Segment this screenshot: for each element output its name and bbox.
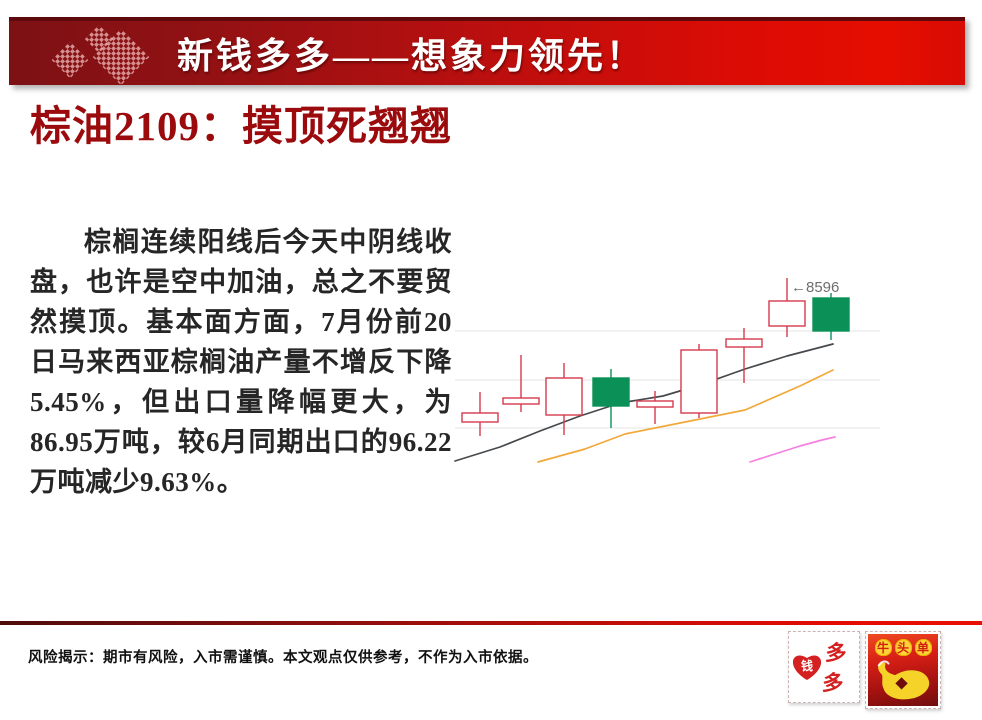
header-banner: 新钱多多——想象力领先！ — [9, 17, 965, 86]
risk-disclaimer: 风险揭示：期市有风险，入市需谨慎。本文观点仅供参考，不作为入市依据。 — [28, 650, 538, 666]
article-body: 棕榈连续阳线后今天中阴线收盘，也许是空中加油，总之不要贸然摸顶。基本面方面，7月… — [30, 227, 452, 497]
footer-divider — [0, 621, 982, 625]
stamp-qianduoduo: 钱 多多 — [788, 631, 860, 703]
bull-head-icon — [877, 660, 930, 700]
svg-text:←8596: ←8596 — [791, 279, 839, 296]
stamp-char: 牛 — [874, 639, 892, 656]
stamp-qianduoduo-text: 多多 — [821, 641, 846, 695]
stamp-char: 头 — [894, 639, 912, 656]
logo-stamps: 钱 多多 牛 头 单 — [788, 631, 941, 709]
heart-icon: 钱 — [791, 652, 823, 682]
diamond-icon — [51, 41, 89, 79]
stamp-niutoudan-chars: 牛 头 单 — [874, 639, 932, 656]
header-title: 新钱多多——想象力领先！ — [177, 36, 646, 76]
brand-diamond-logo-icon — [27, 21, 157, 86]
stamp-niutoudan: 牛 头 单 — [865, 631, 941, 709]
stamp-char: 单 — [914, 639, 932, 656]
article-title: 棕油2109：摸顶死翘翘 — [30, 103, 452, 149]
stamp-heart-char: 钱 — [801, 658, 813, 673]
candlestick-chart: ←8596 — [454, 278, 880, 463]
